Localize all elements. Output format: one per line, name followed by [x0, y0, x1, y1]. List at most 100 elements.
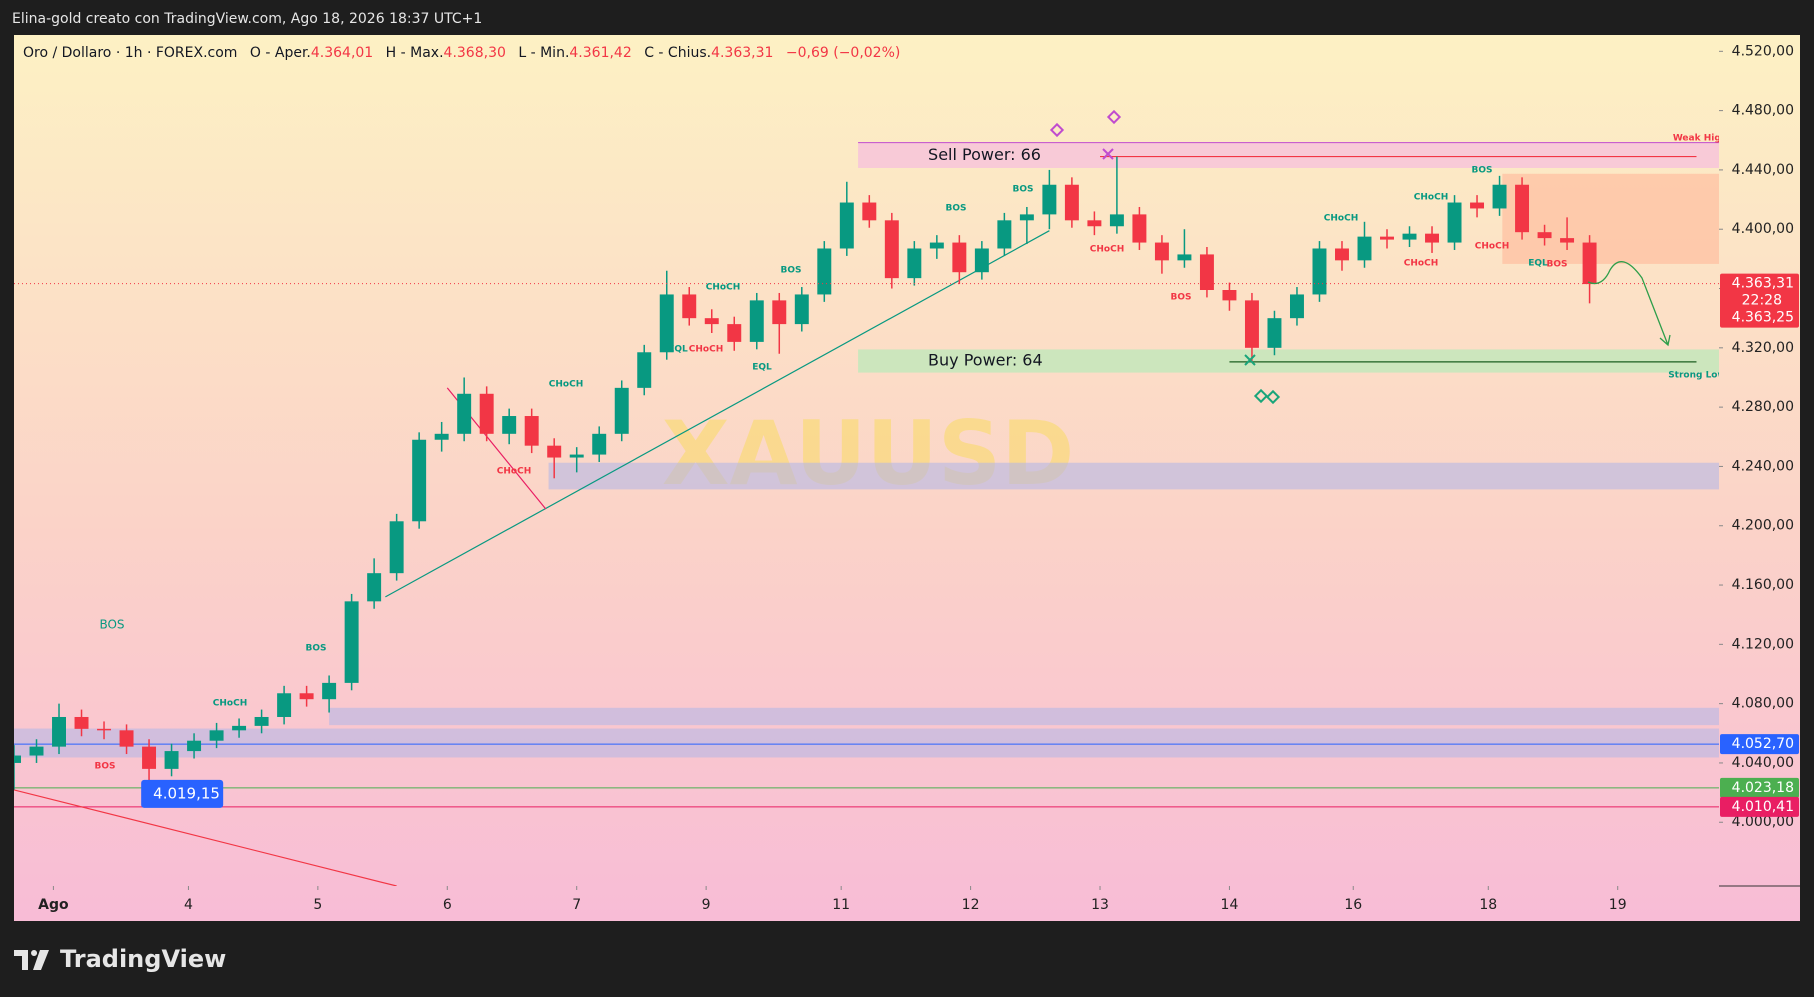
candle-body	[367, 573, 382, 602]
price-tag-label: 4.052,70	[1732, 736, 1794, 752]
candle-body	[1492, 184, 1507, 209]
candle-body	[277, 693, 292, 717]
price-tag-label: 4.010,41	[1732, 799, 1794, 815]
candle-body	[14, 755, 21, 763]
bid-label: 4.363,25	[1732, 310, 1794, 326]
candle-body	[1199, 254, 1214, 291]
current-price-label: 4.363,31	[1732, 276, 1794, 292]
candle-body	[1335, 248, 1349, 261]
candle-body	[344, 601, 359, 683]
candle-body	[389, 521, 404, 574]
overlay: 4.000,00 4.040,00 4.080,00 4.120,00 4.160,00…	[38, 43, 1799, 913]
candle-body	[209, 730, 224, 741]
y-tick-label: 4.000,00	[1732, 814, 1794, 830]
candle-body	[884, 220, 899, 279]
candle-body	[502, 416, 517, 434]
marker-tag	[141, 779, 224, 808]
candle-body	[1515, 184, 1530, 233]
zone	[858, 349, 1719, 373]
marker-tag-label: 4.019,15	[153, 784, 220, 802]
diamond-marker	[1265, 389, 1281, 405]
candle-body	[1064, 184, 1079, 221]
x-tick-label: 14	[1221, 897, 1239, 913]
candle-body	[1019, 214, 1034, 221]
legend-value: 4.368,30	[444, 45, 506, 61]
candle-body	[592, 433, 607, 455]
trend-line	[14, 789, 397, 886]
candle-body	[1402, 233, 1417, 240]
logo-icon	[14, 950, 49, 970]
y-tick-label: 4.320,00	[1732, 340, 1794, 356]
candle-body	[322, 682, 337, 700]
legend-change: −0,69 (−0,02%)	[786, 45, 900, 61]
candle-body	[1154, 242, 1169, 261]
candle-body	[457, 393, 472, 434]
candle-body	[547, 445, 562, 458]
cross-marker	[1244, 354, 1256, 366]
candle-body	[1244, 300, 1259, 348]
annotation: CHoCH	[1414, 193, 1448, 203]
x-tick-label: Ago	[38, 897, 69, 913]
annotation: CHoCH	[1475, 242, 1509, 252]
candle-body	[1109, 214, 1124, 227]
annotation: Weak High	[1673, 134, 1727, 144]
annotation: BOS	[781, 266, 802, 276]
annotation: EQL	[668, 345, 688, 355]
price-tag	[1720, 796, 1799, 817]
annotation: BOS	[946, 204, 967, 214]
header-text: Elina-gold creato con TradingView.com, A…	[12, 11, 482, 27]
legend-value: 4.361,42	[569, 45, 631, 61]
x-tick-label: 9	[702, 897, 711, 913]
zone	[1502, 173, 1719, 264]
plot-area: XAUUSD Sell Power: 66 Buy Power: 64 BOS BOS C…	[14, 109, 1727, 886]
candle-body	[412, 439, 427, 522]
diamond-marker	[1106, 109, 1122, 125]
annotation: CHoCH	[1324, 214, 1358, 224]
legend: Oro / Dollaro · 1h · FOREX.com O - Aper.…	[23, 45, 900, 61]
x-tick-label: 7	[572, 897, 581, 913]
x-tick-label: 13	[1091, 897, 1109, 913]
annotation: BOS	[1547, 260, 1568, 270]
annotation: BOS	[1171, 293, 1192, 303]
footer-logo: TradingView	[14, 945, 226, 973]
candle-body	[1537, 232, 1552, 239]
legend-label: H - Max.	[386, 45, 444, 61]
projection-arrow	[1587, 261, 1671, 347]
candle-body	[524, 416, 539, 446]
candle-body	[142, 746, 157, 769]
candle-body	[1042, 184, 1057, 215]
candle-body	[1289, 294, 1304, 319]
x-tick-label: 4	[184, 897, 193, 913]
candle-body	[1582, 242, 1597, 285]
diamond-marker	[1049, 122, 1065, 138]
candle-body	[817, 248, 832, 295]
annotation: CHoCH	[1090, 245, 1124, 255]
candle-body	[637, 352, 652, 388]
annotation: CHoCH	[689, 345, 723, 355]
zone	[548, 462, 1719, 490]
candle-body	[727, 324, 742, 342]
x-tick-label: 12	[962, 897, 980, 913]
y-tick-label: 4.160,00	[1732, 577, 1794, 593]
candle-body	[434, 433, 449, 440]
candle-body	[164, 751, 179, 769]
zone-label: Sell Power: 66	[928, 145, 1041, 164]
candle-body	[187, 740, 202, 752]
annotation: CHoCH	[706, 283, 740, 293]
x-tick-label: 6	[443, 897, 452, 913]
candle-body	[1177, 254, 1192, 261]
legend-label: L - Min.	[518, 45, 569, 61]
y-tick-label: 4.480,00	[1732, 103, 1794, 119]
annotation: BOS	[1013, 185, 1034, 195]
annotation: CHoCH	[497, 467, 531, 477]
candle-body	[29, 746, 44, 756]
annotation: EQL	[1528, 259, 1548, 269]
candle-body	[839, 202, 854, 249]
candle-body	[952, 242, 967, 273]
watermark: XAUUSD	[662, 402, 1075, 505]
y-tick-label: 4.080,00	[1732, 696, 1794, 712]
candle-body	[97, 728, 112, 731]
logo-text: TradingView	[60, 945, 226, 973]
annotation: BOS	[306, 644, 327, 654]
diamond-marker	[1253, 388, 1269, 404]
